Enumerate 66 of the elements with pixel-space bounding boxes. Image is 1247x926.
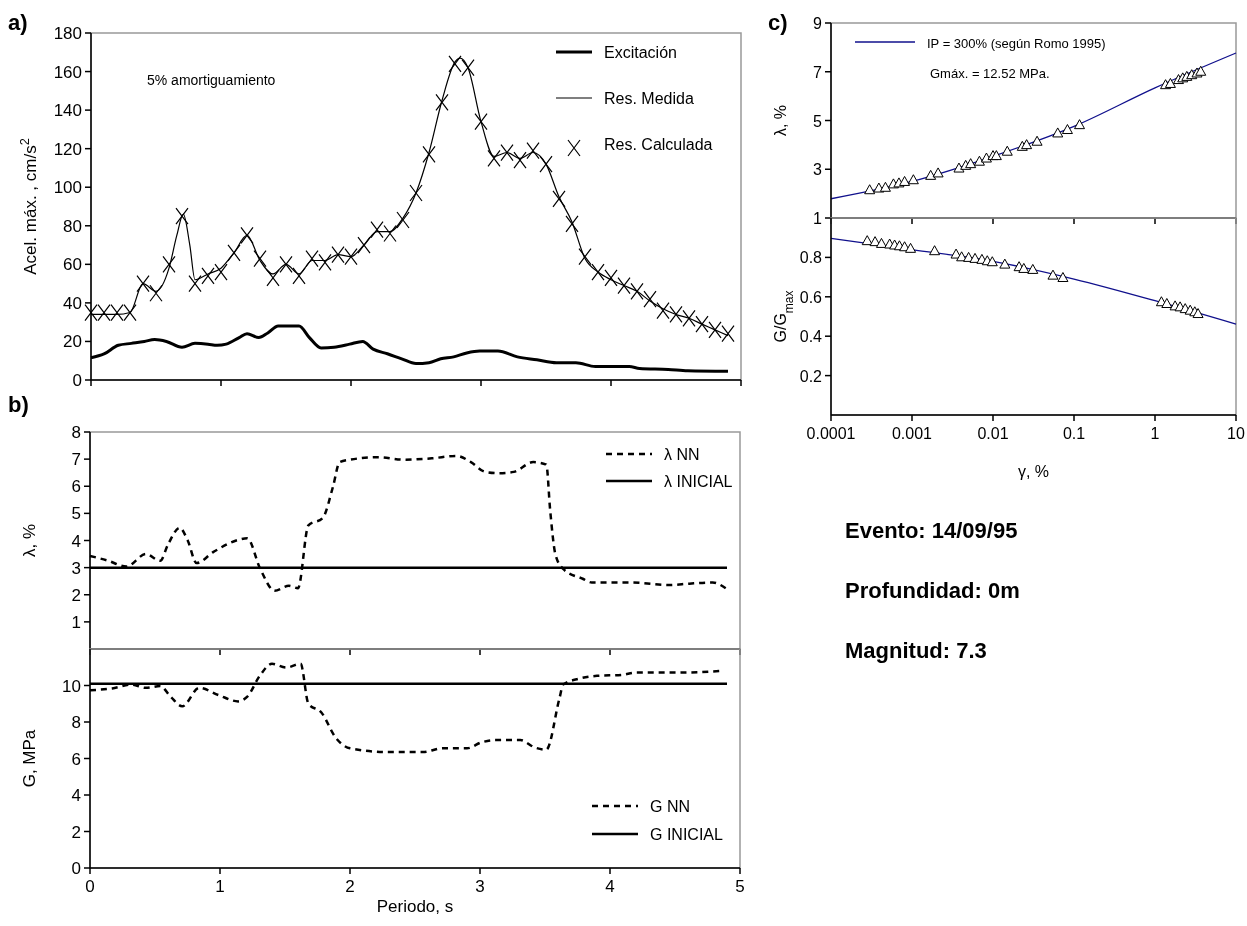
x-tick-label: 3 [475, 877, 485, 896]
legend-label: G NN [650, 798, 690, 815]
x-tick-label: 0.01 [977, 425, 1009, 442]
text: Magnitud: 7.3 [845, 638, 987, 663]
y-tick-label: 4 [71, 531, 81, 551]
x-tick-label: 0 [85, 877, 95, 896]
y-tick-label: 1 [813, 210, 823, 227]
y-axis-title: λ, % [20, 523, 39, 558]
x-tick-label: 0.1 [1062, 425, 1086, 442]
x-tick-label: 4 [605, 877, 615, 896]
legend-label: Excitación [604, 44, 677, 61]
legend-label: Res. Calculada [604, 136, 713, 153]
text: Profundidad: 0m [845, 578, 1020, 603]
x-tick-label: 5 [735, 877, 745, 896]
y-tick-label: 9 [813, 15, 823, 32]
y-tick-label: 2 [71, 822, 81, 842]
y-tick-label: 20 [63, 332, 82, 352]
y-tick-label: 0 [71, 859, 81, 878]
y-tick-label: 180 [53, 24, 82, 43]
chart-title: a) [8, 10, 28, 35]
y-tick-label: 3 [813, 161, 823, 179]
y-tick-label: 1 [71, 612, 81, 632]
y-tick-label: 0.2 [799, 367, 823, 385]
y-tick-label: 10 [62, 676, 81, 696]
legend-label: G INICIAL [650, 826, 724, 843]
x-tick-label: 0.0001 [806, 425, 856, 442]
y-tick-label: 80 [63, 216, 82, 236]
x-tick-label: 1 [1150, 425, 1160, 442]
y-tick-label: 0.8 [799, 249, 823, 267]
y-tick-label: 5 [71, 504, 81, 524]
y-axis-title: λ, % [772, 104, 789, 137]
y-tick-label: 8 [71, 713, 81, 732]
y-tick-label: 6 [71, 749, 81, 769]
y-tick-label: 3 [71, 558, 81, 578]
y-tick-label: 0 [72, 371, 82, 390]
y-tick-label: 100 [53, 178, 82, 198]
chart-title: b) [8, 392, 29, 417]
y-tick-label: 7 [71, 450, 81, 470]
y-tick-label: 160 [53, 62, 82, 82]
y-tick-label: 120 [53, 139, 82, 159]
legend-label: IP = 300% (según Romo 1995) [927, 36, 1106, 51]
x-tick-label: 0.001 [891, 425, 933, 442]
y-tick-label: 40 [63, 293, 82, 313]
y-tick-label: 0.6 [799, 288, 823, 306]
y-tick-label: 6 [71, 477, 81, 497]
annotation: 5% amortiguamiento [147, 72, 276, 88]
legend-label: Res. Medida [604, 90, 694, 107]
x-tick-label: 1 [215, 877, 225, 896]
legend-label: λ INICIAL [664, 473, 733, 490]
y-tick-label: 0.4 [799, 328, 823, 346]
y-tick-label: 140 [53, 101, 82, 121]
y-tick-label: 8 [71, 423, 81, 442]
legend-label: λ NN [664, 446, 700, 463]
y-tick-label: 7 [813, 63, 823, 81]
annotation: Gmáx. = 12.52 MPa. [930, 66, 1050, 81]
x-axis-title: Periodo, s [376, 897, 454, 916]
y-axis-title: G, MPa [20, 729, 39, 788]
y-tick-label: 5 [813, 112, 823, 130]
text: Evento: 14/09/95 [845, 518, 1018, 543]
x-axis-title: γ, % [1017, 463, 1050, 480]
chart-title: c) [768, 10, 788, 35]
x-tick-label: 2 [345, 877, 355, 896]
y-tick-label: 4 [71, 786, 81, 805]
y-tick-label: 2 [71, 585, 81, 605]
x-tick-label: 10 [1227, 425, 1245, 442]
y-tick-label: 60 [63, 255, 82, 275]
